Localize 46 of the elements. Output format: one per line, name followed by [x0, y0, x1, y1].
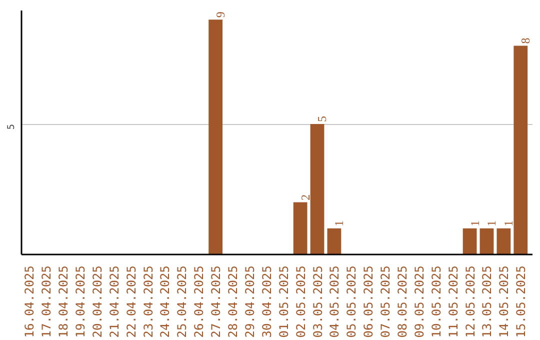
x-tick-label: 13.05.2025 — [480, 265, 494, 338]
data-label: 9 — [214, 12, 228, 18]
x-tick-label: 20.04.2025 — [90, 265, 104, 338]
x-tick-label: 29.04.2025 — [242, 265, 257, 338]
bar — [496, 228, 511, 254]
x-tick-label: 14.05.2025 — [497, 265, 512, 338]
x-tick-label: 08.05.2025 — [395, 265, 410, 338]
x-tick-label: 11.05.2025 — [446, 265, 460, 338]
x-tick-label: 21.04.2025 — [107, 265, 122, 338]
x-tick-label: 09.05.2025 — [412, 265, 426, 338]
x-tick-label: 28.04.2025 — [226, 265, 240, 338]
x-tick-label: 03.05.2025 — [310, 265, 325, 338]
x-tick-label: 07.05.2025 — [378, 265, 393, 338]
x-tick-label: 04.05.2025 — [328, 265, 342, 338]
x-tick-label: 12.05.2025 — [463, 265, 478, 338]
x-tick-label: 16.04.2025 — [22, 265, 37, 338]
x-tick-label: 15.05.2025 — [514, 265, 528, 338]
data-label: 8 — [518, 38, 533, 44]
data-label: 1 — [332, 220, 346, 226]
x-tick-label: 30.04.2025 — [260, 265, 274, 338]
x-tick-label: 02.05.2025 — [294, 265, 308, 338]
data-label: 1 — [502, 220, 516, 226]
x-tick-label: 26.04.2025 — [192, 265, 206, 338]
x-tick-label: 19.04.2025 — [73, 265, 88, 338]
bar — [480, 228, 494, 254]
data-label: 1 — [468, 220, 482, 226]
bar — [514, 46, 528, 254]
x-tick-label: 23.04.2025 — [141, 265, 156, 338]
data-label: 5 — [315, 116, 330, 122]
x-tick-label: 18.04.2025 — [56, 265, 71, 338]
x-tick-label: 10.05.2025 — [429, 265, 444, 338]
data-label: 1 — [484, 220, 499, 226]
bar — [293, 202, 308, 254]
x-tick-label: 01.05.2025 — [276, 265, 291, 338]
x-tick-label: 25.04.2025 — [175, 265, 190, 338]
x-tick-label: 24.04.2025 — [158, 265, 172, 338]
bar — [462, 228, 477, 254]
x-tick-label: 27.04.2025 — [209, 265, 224, 338]
bar — [310, 124, 324, 254]
bar — [327, 228, 342, 254]
data-label: 2 — [298, 194, 312, 200]
x-tick-label: 06.05.2025 — [362, 265, 376, 338]
x-tick-label: 17.04.2025 — [40, 265, 54, 338]
bar — [208, 20, 223, 254]
x-tick-label: 22.04.2025 — [124, 265, 138, 338]
x-tick-label: 05.05.2025 — [344, 265, 359, 338]
